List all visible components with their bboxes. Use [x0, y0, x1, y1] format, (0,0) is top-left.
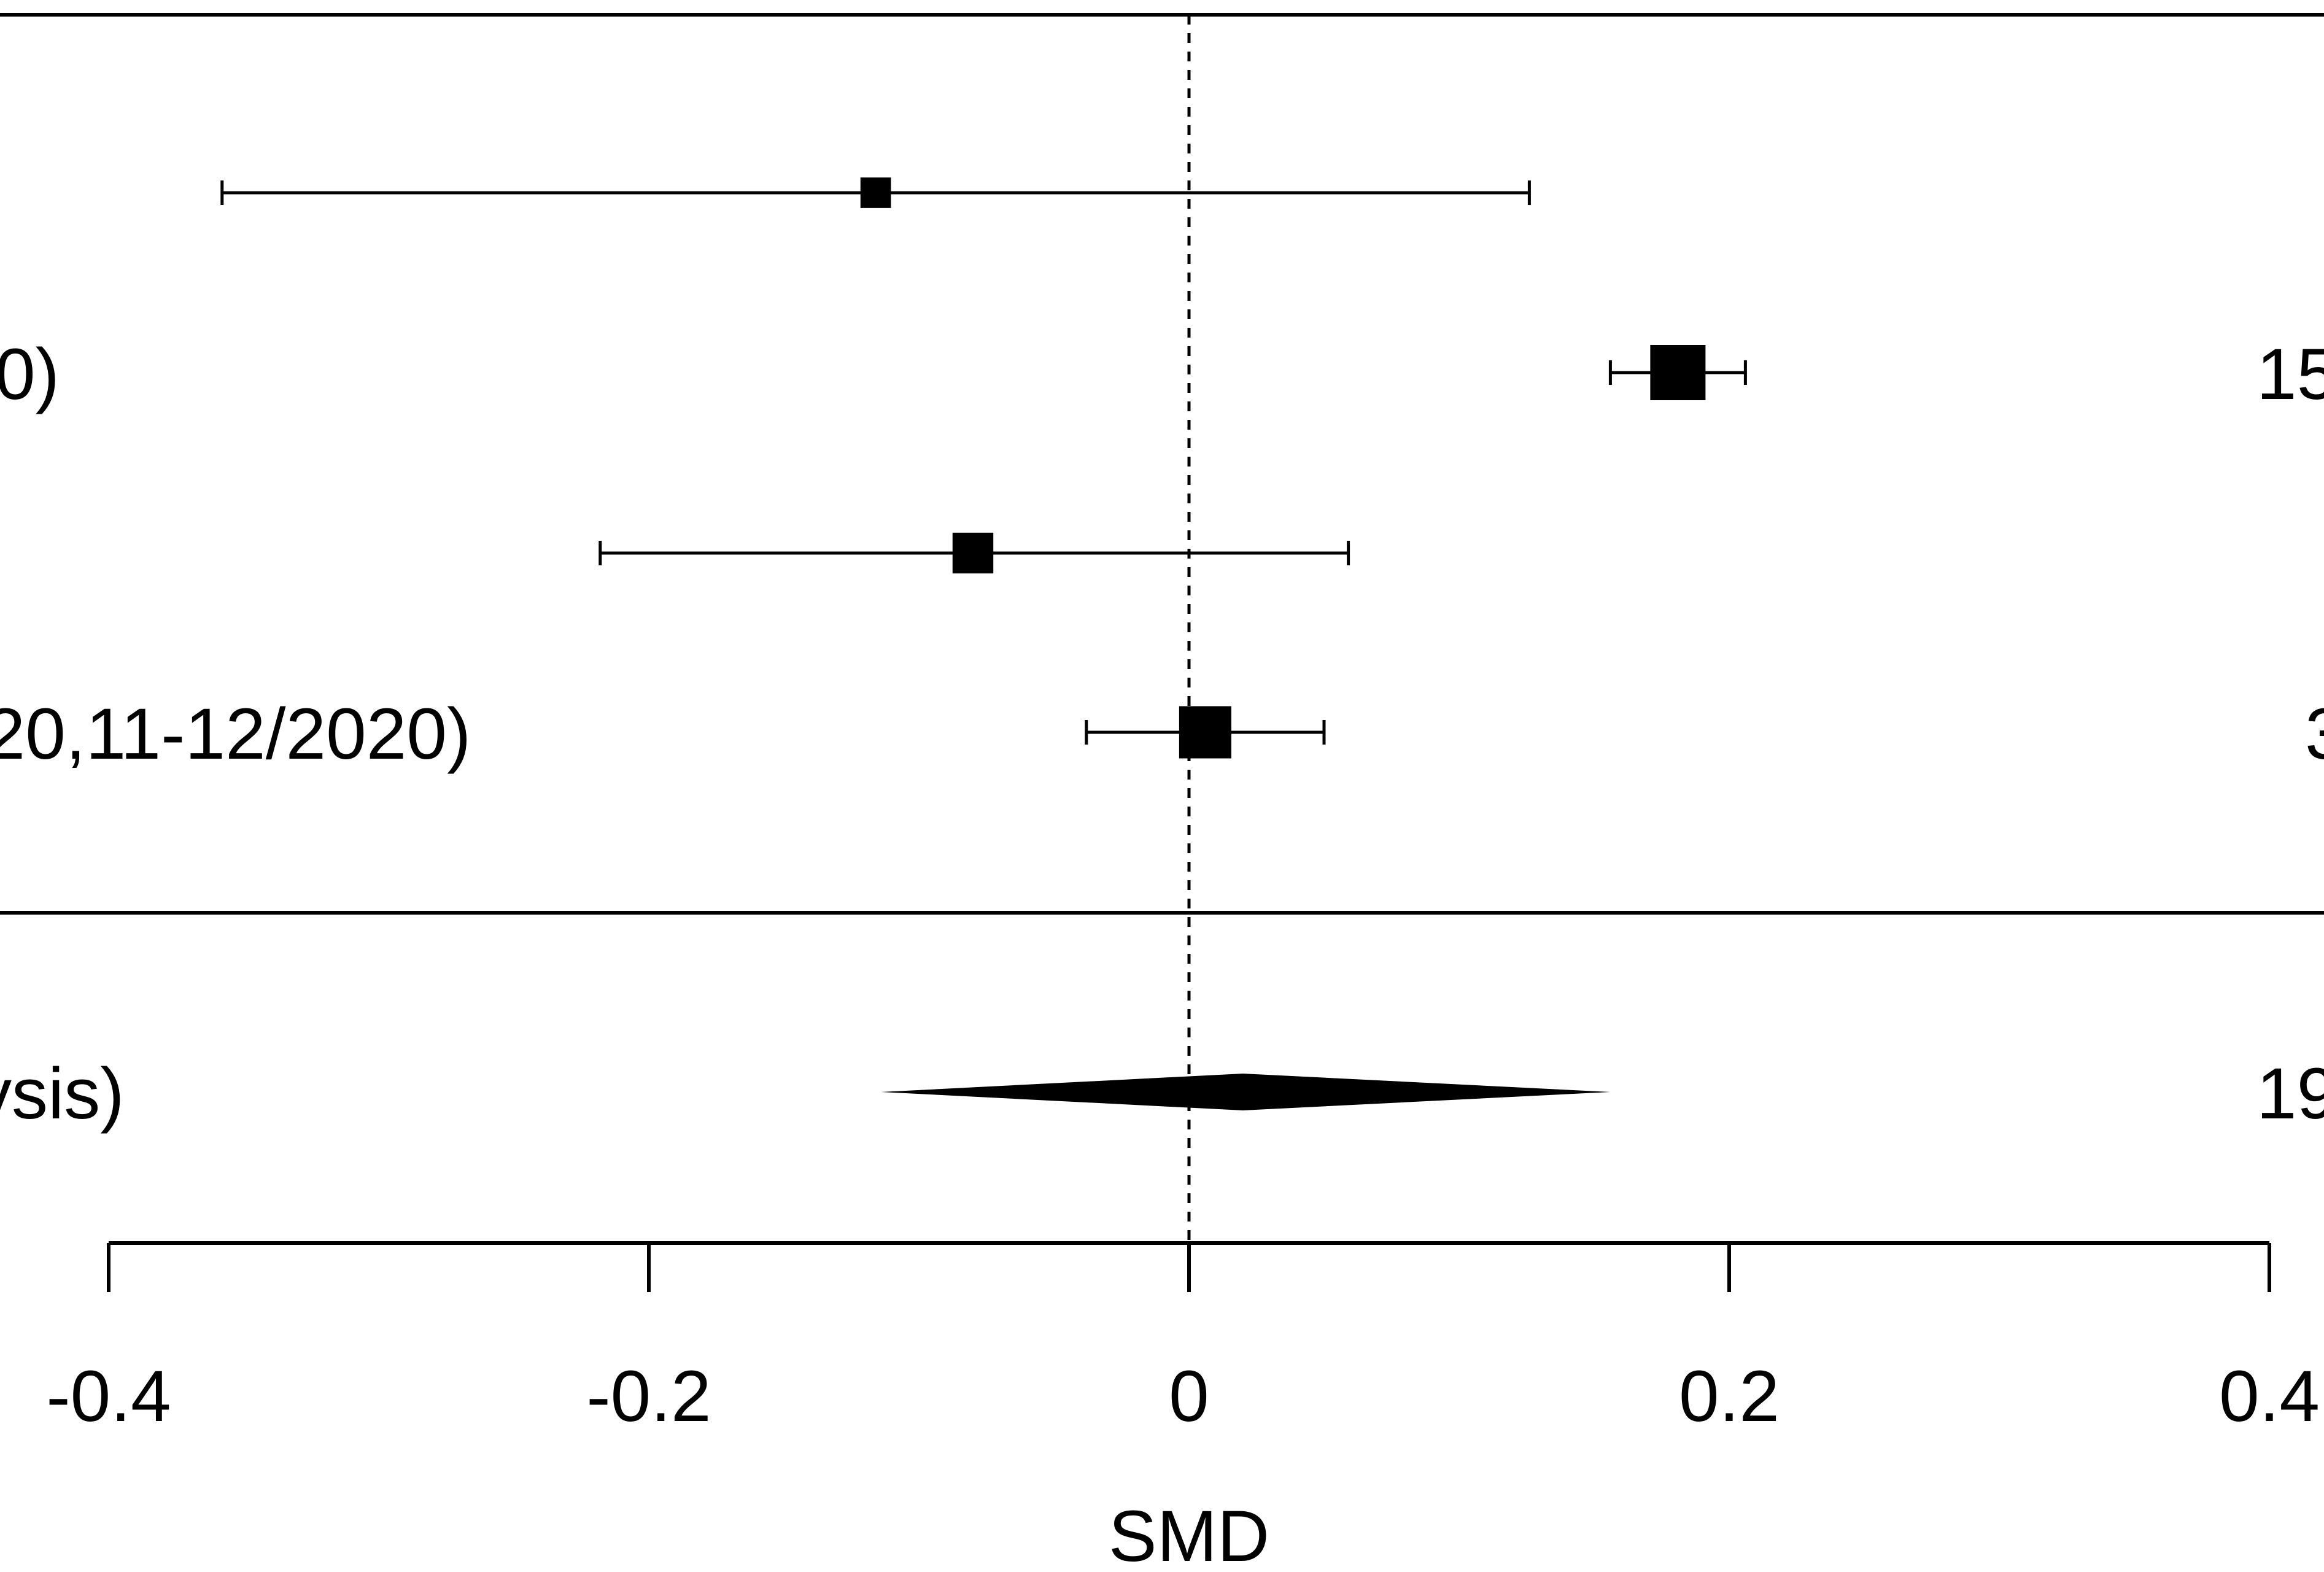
point-estimate-box: [952, 532, 994, 574]
x-tick-label: -0.2: [586, 1356, 711, 1437]
x-tick-label: 0.4: [2219, 1356, 2320, 1437]
study-row-1: [220, 177, 1531, 208]
x-tick-label: -0.4: [46, 1356, 171, 1437]
point-estimate-box: [1179, 706, 1231, 759]
summary-layer: ysis) 19: [0, 1053, 2324, 1134]
study-label: 0): [0, 334, 60, 415]
point-estimate-box: [860, 177, 891, 208]
study-row-3: [598, 532, 1350, 574]
x-axis: -0.4 -0.2 0 0.2 0.4: [46, 1241, 2320, 1437]
summary-diamond: [881, 1074, 1611, 1110]
study-label: 020,11-12/2020): [0, 694, 471, 775]
x-tick-label: 0: [1169, 1356, 1209, 1437]
study-right-value: 3: [2305, 694, 2324, 775]
studies-layer: 0) 15 020,11-12/2020) 3: [0, 177, 2324, 775]
study-row-4: 020,11-12/2020) 3: [0, 694, 2324, 775]
study-row-2: 0) 15: [0, 334, 2324, 415]
x-axis-title: SMD: [1109, 1496, 1269, 1572]
study-right-value: 15: [2256, 334, 2324, 415]
summary-right-value: 19: [2256, 1053, 2324, 1134]
point-estimate-box: [1650, 345, 1706, 400]
summary-label: ysis): [0, 1053, 125, 1134]
x-tick-label: 0.2: [1679, 1356, 1780, 1437]
